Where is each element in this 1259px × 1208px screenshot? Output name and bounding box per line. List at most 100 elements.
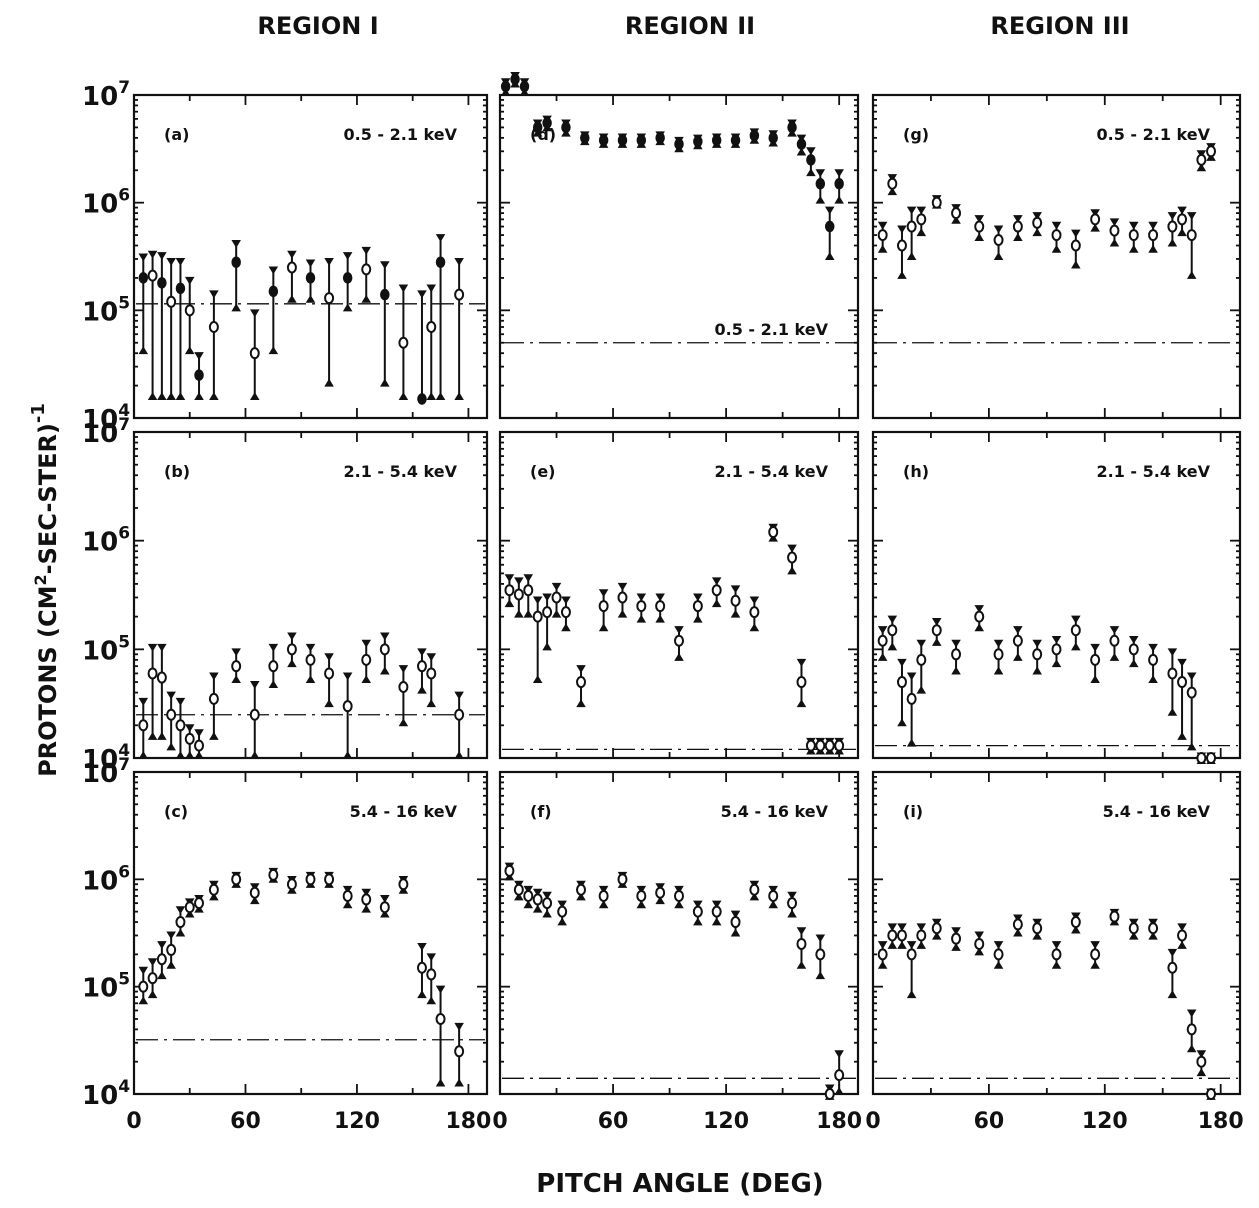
data-marker xyxy=(361,263,372,276)
data-marker xyxy=(532,893,543,906)
error-cap-top xyxy=(249,309,260,318)
data-point xyxy=(1012,626,1023,661)
error-cap-bottom xyxy=(951,666,961,675)
data-point xyxy=(1032,918,1043,940)
data-point xyxy=(931,195,942,209)
data-marker xyxy=(454,1045,465,1058)
data-marker xyxy=(692,600,703,613)
data-point xyxy=(208,672,219,740)
data-point xyxy=(768,885,779,909)
data-marker xyxy=(916,929,927,942)
error-cap-bottom xyxy=(730,609,741,618)
data-marker xyxy=(557,905,568,918)
data-marker xyxy=(416,660,427,673)
y-tick-label: 104 xyxy=(82,741,130,775)
data-point xyxy=(305,871,316,888)
data-marker xyxy=(906,220,917,233)
error-cap-top xyxy=(931,618,942,626)
data-point xyxy=(454,1022,465,1087)
error-cap-bottom xyxy=(435,392,446,401)
data-point xyxy=(636,133,647,148)
error-cap-bottom xyxy=(906,252,917,260)
data-marker xyxy=(896,929,907,942)
data-marker xyxy=(1090,948,1101,961)
data-marker xyxy=(500,80,511,93)
data-marker xyxy=(834,739,845,752)
data-point xyxy=(598,885,609,909)
error-cap-top xyxy=(787,891,797,900)
error-cap-bottom xyxy=(324,378,334,387)
panel-d: (d)0.5 - 2.1 keV xyxy=(498,72,860,420)
panel-g: (g) 0.5 - 2.1 keV xyxy=(871,93,1242,420)
error-cap-bottom xyxy=(576,699,586,708)
error-cap-top xyxy=(1090,643,1100,652)
data-marker xyxy=(194,897,205,910)
x-tick-label: 180 xyxy=(445,1109,491,1134)
error-cap-top xyxy=(157,941,167,950)
error-cap-bottom xyxy=(768,533,778,542)
error-cap-top xyxy=(906,672,917,681)
error-cap-top xyxy=(974,215,985,224)
error-cap-top xyxy=(147,958,158,967)
data-marker xyxy=(730,594,741,607)
data-point xyxy=(166,257,177,401)
data-point xyxy=(194,352,204,401)
data-marker xyxy=(580,132,590,144)
data-point xyxy=(286,250,297,303)
error-cap-bottom xyxy=(1090,960,1100,969)
data-point xyxy=(305,259,316,303)
data-point xyxy=(916,639,927,694)
error-cap-bottom xyxy=(674,652,684,661)
data-point xyxy=(532,119,543,137)
data-marker xyxy=(1051,643,1062,656)
error-cap-top xyxy=(324,257,334,266)
error-cap-top xyxy=(916,206,927,215)
error-cap-bottom xyxy=(906,990,917,999)
data-marker xyxy=(532,121,543,134)
data-marker xyxy=(730,134,741,146)
data-point xyxy=(1128,221,1139,253)
error-cap-bottom xyxy=(523,609,534,618)
data-marker xyxy=(655,886,666,899)
x-tick-label: 60 xyxy=(230,1109,261,1134)
error-cap-top xyxy=(1167,212,1178,221)
data-marker xyxy=(1196,1055,1207,1068)
data-marker xyxy=(1070,624,1081,637)
data-marker xyxy=(993,648,1004,661)
error-cap-top xyxy=(897,225,907,234)
data-point xyxy=(1051,635,1062,668)
error-cap-bottom xyxy=(138,346,149,355)
error-cap-top xyxy=(417,648,427,657)
data-marker xyxy=(249,708,260,721)
error-cap-top xyxy=(1013,626,1023,635)
data-point xyxy=(1090,209,1101,232)
data-marker xyxy=(576,676,587,689)
data-point xyxy=(513,880,524,901)
error-cap-top xyxy=(617,582,628,591)
data-point xyxy=(834,169,844,204)
data-point xyxy=(138,253,149,355)
data-marker xyxy=(655,600,666,613)
error-cap-top xyxy=(268,643,279,652)
error-cap-bottom xyxy=(636,900,647,909)
data-point xyxy=(674,885,684,909)
data-marker xyxy=(166,943,177,956)
data-point xyxy=(796,658,807,708)
error-cap-bottom xyxy=(249,392,260,401)
error-cap-top xyxy=(897,923,907,932)
data-marker xyxy=(1070,916,1081,929)
error-cap-top xyxy=(561,596,571,605)
data-point xyxy=(674,626,684,661)
panel-label: (e) xyxy=(530,462,555,481)
data-marker xyxy=(693,135,703,148)
error-cap-top xyxy=(951,927,961,936)
data-marker xyxy=(342,700,353,713)
error-cap-bottom xyxy=(916,940,927,949)
error-cap-bottom xyxy=(249,751,260,759)
x-tick-label: 120 xyxy=(334,1109,380,1134)
data-point xyxy=(1051,221,1062,253)
error-cap-bottom xyxy=(1167,707,1178,716)
data-point xyxy=(1206,1088,1217,1100)
error-cap-top xyxy=(730,585,741,594)
error-cap-top xyxy=(542,891,552,900)
